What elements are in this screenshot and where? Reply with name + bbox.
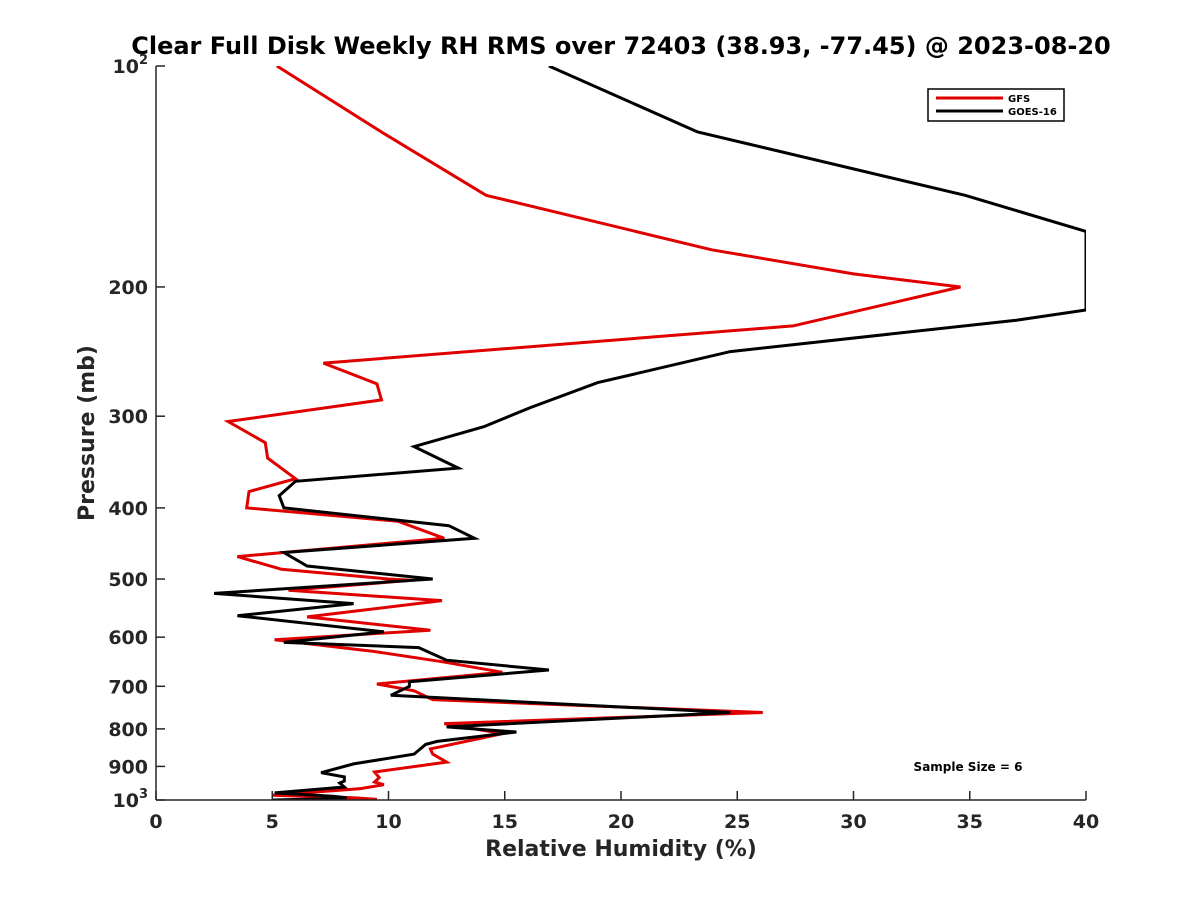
- y-tick-label: 102: [113, 53, 149, 78]
- y-tick-label: 300: [108, 406, 148, 428]
- sample-size-annotation: Sample Size = 6: [914, 760, 1023, 774]
- x-axis-label: Relative Humidity (%): [485, 837, 757, 862]
- x-tick-label: 25: [724, 811, 750, 833]
- plot-area: [213, 66, 1086, 800]
- x-tick-label: 5: [266, 811, 279, 833]
- x-tick-label: 35: [957, 811, 983, 833]
- x-axis: 0 5 10 15 20 25 30 35 40: [149, 791, 1099, 833]
- y-tick-label: 400: [108, 498, 148, 520]
- y-tick-label: 600: [108, 627, 148, 649]
- x-tick-label: 40: [1073, 811, 1099, 833]
- x-tick-label: 10: [375, 811, 401, 833]
- x-tick-label: 30: [840, 811, 866, 833]
- legend-box: [927, 88, 1065, 122]
- series-line-goes-16: [213, 66, 1086, 800]
- legend: GFS GOES-16: [927, 88, 1065, 122]
- y-tick-label: 800: [108, 719, 148, 741]
- x-tick-label: 0: [149, 811, 162, 833]
- series-line-gfs: [223, 66, 961, 800]
- y-tick-label: 500: [108, 569, 148, 591]
- y-axis-label: Pressure (mb): [75, 345, 100, 521]
- y-tick-label: 103: [113, 787, 149, 812]
- chart-title: Clear Full Disk Weekly RH RMS over 72403…: [131, 32, 1111, 60]
- legend-label-gfs: GFS: [1008, 94, 1030, 105]
- y-axis: 102 200 300 400 500 600 700 800 900 103: [108, 53, 165, 812]
- legend-label-goes-16: GOES-16: [1008, 107, 1057, 118]
- y-tick-label: 900: [108, 756, 148, 778]
- x-tick-label: 15: [492, 811, 518, 833]
- y-tick-label: 200: [108, 277, 148, 299]
- x-tick-label: 20: [608, 811, 634, 833]
- y-tick-label: 700: [108, 676, 148, 698]
